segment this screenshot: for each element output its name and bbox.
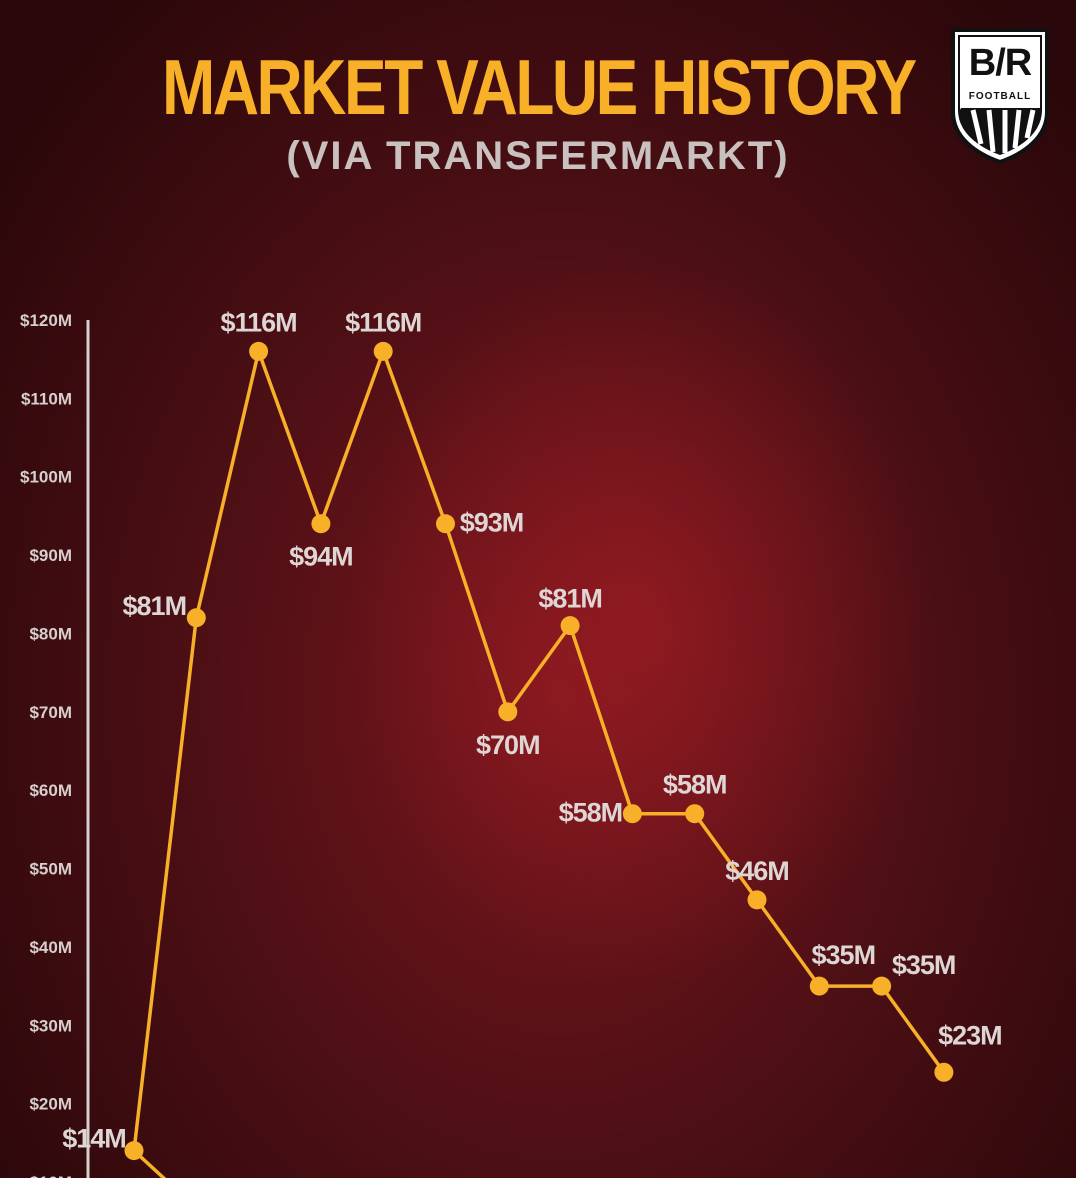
series-line (132, 349, 946, 1178)
y-tick-label: $110M (21, 389, 72, 408)
y-tick-label: $50M (29, 860, 72, 879)
data-point (872, 976, 892, 996)
data-label: $70M (476, 730, 540, 760)
data-point (373, 341, 393, 361)
data-label: $94M (289, 542, 353, 572)
data-point (809, 976, 829, 996)
data-label: $93M (460, 508, 524, 538)
data-labels: $14M $81M $116M $94M $116M $93M $70M $81M $58M $5… (62, 307, 1002, 1154)
data-label: $58M (663, 770, 727, 800)
logo-text: B/R (968, 42, 1032, 84)
data-label: $81M (123, 591, 187, 621)
logo-subtext: FOOTBALL (968, 91, 1032, 102)
y-tick-label: $40M (29, 938, 72, 957)
data-point (124, 1141, 144, 1161)
data-label: $35M (812, 940, 876, 970)
data-point (311, 514, 331, 534)
data-label: $58M (559, 798, 623, 828)
data-label: $81M (538, 584, 602, 614)
y-tick-label: $10M (29, 1173, 72, 1178)
shield-icon (951, 28, 1049, 165)
y-tick-label: $80M (29, 624, 72, 643)
data-point (622, 804, 642, 824)
chart-subtitle: (VIA TRANSFERMARKT) (286, 134, 790, 178)
y-axis-ticks: $120M $110M $100M $90M $80M $70M $60M $50M $40M $… (20, 311, 72, 1178)
data-point (186, 608, 206, 628)
data-label: $46M (725, 856, 789, 886)
data-point (560, 616, 580, 636)
y-tick-label: $60M (29, 781, 72, 800)
y-tick-label: $100M (20, 468, 72, 487)
data-point (498, 702, 518, 722)
data-point (934, 1062, 954, 1082)
data-label: $116M (221, 307, 297, 337)
data-point (747, 890, 767, 910)
data-label: $23M (938, 1020, 1002, 1050)
y-tick-label: $120M (20, 311, 72, 330)
y-tick-label: $70M (29, 703, 72, 722)
data-label: $35M (892, 950, 956, 980)
data-point (436, 514, 455, 534)
y-tick-label: $20M (29, 1095, 72, 1114)
y-tick-label: $30M (29, 1016, 72, 1035)
data-label: $116M (345, 307, 421, 337)
data-point (685, 804, 705, 824)
data-point (249, 341, 269, 361)
chart-title: MARKET VALUE HISTORY (162, 43, 917, 131)
br-football-logo: B/R FOOTBALL (947, 26, 1053, 166)
y-tick-label: $90M (29, 546, 72, 565)
data-label: $14M (62, 1124, 126, 1154)
data-markers (124, 341, 954, 1161)
